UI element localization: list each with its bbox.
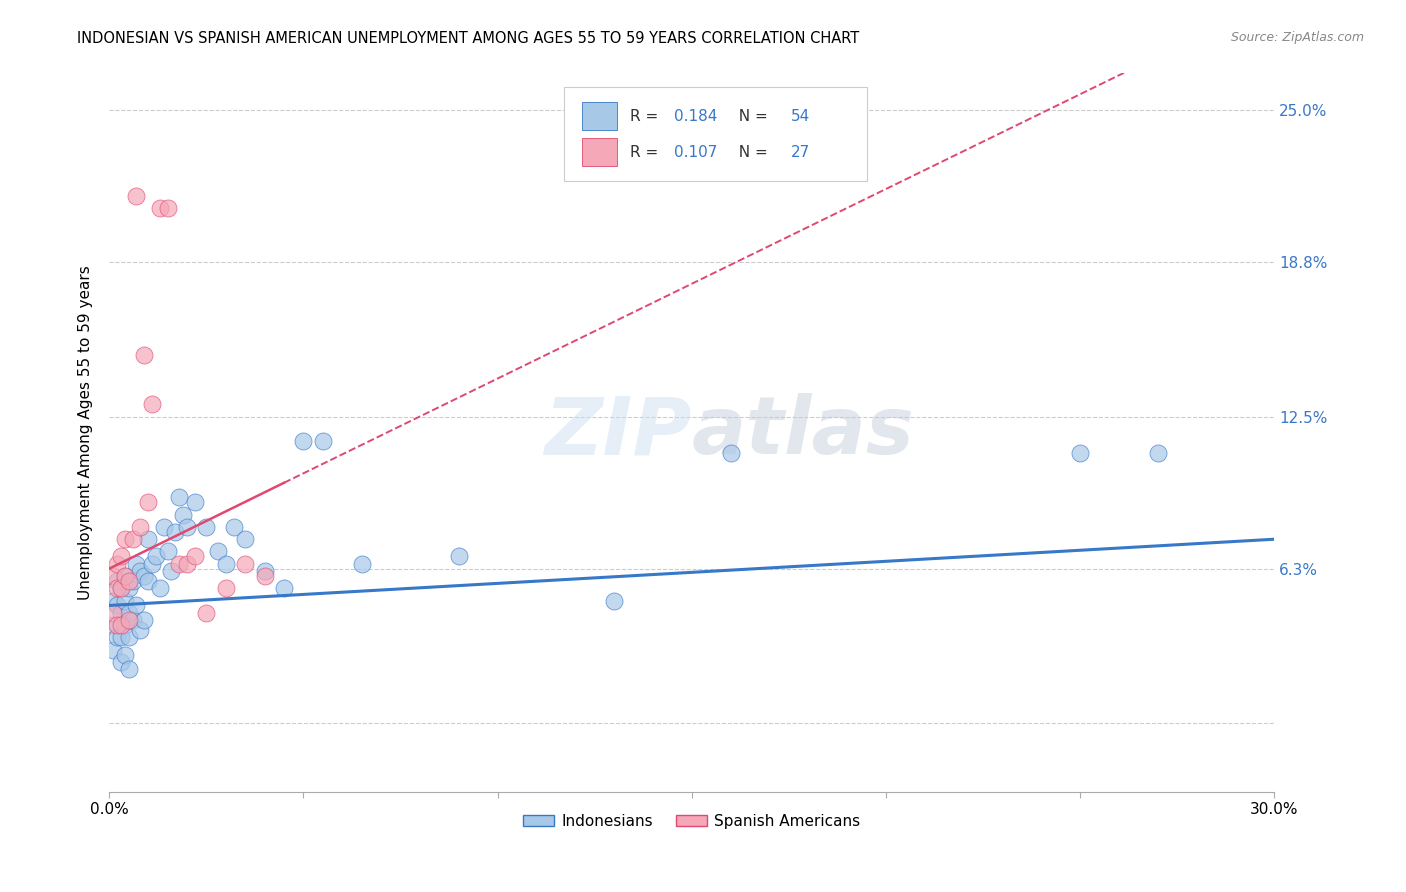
Point	[160, 564, 183, 578]
Point	[101, 606, 124, 620]
Point	[118, 582, 141, 596]
FancyBboxPatch shape	[564, 87, 866, 181]
Text: Source: ZipAtlas.com: Source: ZipAtlas.com	[1230, 31, 1364, 45]
Point	[118, 631, 141, 645]
Point	[110, 549, 132, 564]
Legend: Indonesians, Spanish Americans: Indonesians, Spanish Americans	[517, 807, 866, 835]
Text: R =: R =	[630, 145, 664, 160]
Point	[114, 593, 136, 607]
Point	[101, 642, 124, 657]
Point	[156, 544, 179, 558]
Point	[183, 495, 205, 509]
Point	[118, 606, 141, 620]
Point	[114, 569, 136, 583]
Point	[312, 434, 335, 448]
Point	[114, 532, 136, 546]
FancyBboxPatch shape	[582, 102, 617, 130]
Point	[156, 201, 179, 215]
Point	[129, 564, 152, 578]
Point	[720, 446, 742, 460]
Point	[134, 348, 156, 362]
Point	[101, 618, 124, 632]
Point	[215, 557, 238, 571]
Point	[167, 557, 190, 571]
Point	[110, 631, 132, 645]
Point	[176, 557, 198, 571]
Text: 27: 27	[792, 145, 810, 160]
Point	[207, 544, 229, 558]
Point	[273, 582, 295, 596]
Point	[110, 582, 132, 596]
Text: N =: N =	[730, 109, 773, 124]
Point	[110, 582, 132, 596]
Point	[121, 574, 143, 588]
Point	[253, 564, 276, 578]
Point	[134, 569, 156, 583]
Point	[134, 613, 156, 627]
Point	[118, 574, 141, 588]
Point	[145, 549, 167, 564]
Point	[105, 599, 128, 613]
Point	[101, 569, 124, 583]
Point	[292, 434, 315, 448]
Point	[105, 582, 128, 596]
Point	[105, 574, 128, 588]
Point	[114, 569, 136, 583]
FancyBboxPatch shape	[582, 137, 617, 167]
Y-axis label: Unemployment Among Ages 55 to 59 years: Unemployment Among Ages 55 to 59 years	[79, 265, 93, 599]
Point	[121, 613, 143, 627]
Point	[167, 491, 190, 505]
Point	[1069, 446, 1091, 460]
Point	[101, 593, 124, 607]
Point	[350, 557, 373, 571]
Point	[129, 520, 152, 534]
Point	[253, 569, 276, 583]
Point	[110, 606, 132, 620]
Point	[110, 655, 132, 669]
Point	[105, 631, 128, 645]
Point	[121, 532, 143, 546]
Point	[105, 618, 128, 632]
Point	[136, 532, 159, 546]
Point	[136, 495, 159, 509]
Point	[195, 520, 218, 534]
Point	[183, 549, 205, 564]
Point	[125, 188, 148, 202]
Point	[447, 549, 470, 564]
Point	[141, 397, 163, 411]
Text: N =: N =	[730, 145, 773, 160]
Text: 54: 54	[792, 109, 810, 124]
Point	[129, 623, 152, 637]
Point	[1147, 446, 1170, 460]
Point	[172, 508, 194, 522]
Point	[125, 599, 148, 613]
Point	[152, 520, 174, 534]
Text: 0.107: 0.107	[675, 145, 718, 160]
Point	[110, 618, 132, 632]
Point	[603, 593, 626, 607]
Point	[176, 520, 198, 534]
Point	[149, 201, 172, 215]
Point	[105, 557, 128, 571]
Text: atlas: atlas	[692, 393, 915, 472]
Text: R =: R =	[630, 109, 664, 124]
Point	[125, 557, 148, 571]
Text: INDONESIAN VS SPANISH AMERICAN UNEMPLOYMENT AMONG AGES 55 TO 59 YEARS CORRELATIO: INDONESIAN VS SPANISH AMERICAN UNEMPLOYM…	[77, 31, 859, 46]
Point	[118, 613, 141, 627]
Point	[222, 520, 245, 534]
Point	[215, 582, 238, 596]
Point	[118, 662, 141, 676]
Point	[149, 582, 172, 596]
Point	[136, 574, 159, 588]
Text: 0.184: 0.184	[675, 109, 718, 124]
Point	[114, 648, 136, 662]
Point	[233, 557, 256, 571]
Point	[233, 532, 256, 546]
Point	[141, 557, 163, 571]
Point	[114, 618, 136, 632]
Point	[165, 524, 187, 539]
Point	[195, 606, 218, 620]
Text: ZIP: ZIP	[544, 393, 692, 472]
